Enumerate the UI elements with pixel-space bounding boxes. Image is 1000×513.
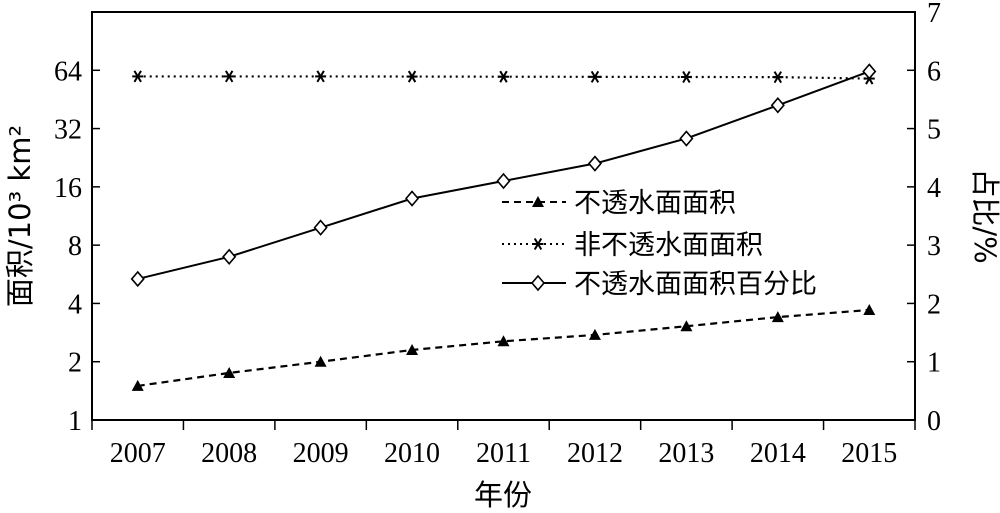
- series-1-point: [863, 303, 876, 315]
- marker-diamond-shape: [862, 63, 877, 80]
- x-tick-label: 2013: [658, 438, 714, 469]
- legend-label-3: 不透水面面积百分比: [574, 269, 817, 300]
- right-tick-label: 5: [927, 115, 941, 146]
- series-3-point: [405, 190, 420, 207]
- legend-label-2: 非不透水面面积: [574, 230, 763, 261]
- right-axis-title: 占比/%: [968, 168, 1000, 263]
- series-3-point: [222, 248, 237, 266]
- marker-diamond-shape: [405, 190, 420, 207]
- marker-triangle-shape: [680, 320, 693, 332]
- marker-diamond-shape: [679, 130, 694, 147]
- series-line-1: [137, 308, 870, 387]
- series-1-point: [406, 343, 419, 355]
- x-tick-label: 2014: [750, 438, 806, 469]
- marker-asterisk-stroke: [773, 71, 782, 84]
- series-2-point: [498, 70, 509, 83]
- series-3-point: [770, 97, 785, 114]
- marker-diamond-shape: [496, 172, 511, 190]
- series-1-point: [588, 328, 601, 340]
- series-line-2: [137, 75, 870, 80]
- marker-asterisk-stroke: [533, 237, 543, 251]
- marker-asterisk-stroke: [407, 70, 417, 83]
- marker-diamond-shape: [130, 270, 145, 288]
- marker-diamond-shape: [313, 219, 328, 236]
- marker-triangle-shape: [223, 366, 236, 378]
- x-tick-label: 2008: [201, 438, 257, 469]
- series-2-point: [132, 70, 144, 83]
- x-tick-label: 2009: [293, 438, 349, 469]
- marker-diamond-shape: [530, 274, 546, 292]
- series-2-point: [406, 70, 418, 83]
- series-3-point: [496, 172, 511, 190]
- right-tick-label: 6: [927, 56, 941, 87]
- marker-triangle-shape: [863, 303, 876, 315]
- marker-asterisk-stroke: [590, 70, 600, 83]
- marker-triangle-shape: [314, 355, 327, 367]
- marker-asterisk-stroke: [225, 70, 234, 83]
- left-tick-label: 2: [68, 348, 82, 379]
- marker-asterisk-stroke: [499, 70, 508, 83]
- right-tick-label: 1: [927, 348, 941, 379]
- marker-triangle-shape: [406, 343, 419, 355]
- marker-asterisk-stroke: [316, 70, 325, 83]
- series-3-point: [862, 63, 877, 80]
- x-tick-label: 2015: [841, 438, 897, 469]
- marker-triangle-shape: [131, 379, 144, 391]
- marker-triangle-shape: [497, 335, 510, 347]
- left-tick-label: 4: [68, 289, 82, 320]
- series-3-point: [587, 155, 602, 172]
- series-1-point: [223, 366, 236, 378]
- x-tick-label: 2007: [110, 438, 166, 469]
- series-3-point: [679, 130, 694, 147]
- legend-marker-2: [532, 237, 544, 251]
- legend-marker-1: [532, 196, 544, 207]
- marker-asterisk-stroke: [682, 70, 691, 83]
- series-1-point: [497, 335, 510, 347]
- marker-diamond-shape: [222, 248, 237, 266]
- series-2-point: [680, 70, 692, 83]
- series-1-point: [131, 379, 144, 391]
- series-2-point: [315, 70, 327, 83]
- x-tick-label: 2012: [567, 438, 623, 469]
- marker-triangle-shape: [771, 311, 784, 323]
- left-tick-label: 64: [54, 56, 82, 87]
- right-tick-label: 2: [927, 289, 941, 320]
- marker-diamond-shape: [587, 155, 602, 172]
- legend-marker-3: [530, 274, 546, 292]
- right-tick-label: 3: [927, 231, 941, 262]
- marker-diamond-shape: [770, 97, 785, 114]
- x-tick-label: 2011: [476, 438, 531, 469]
- right-tick-label: 4: [927, 173, 941, 204]
- marker-asterisk-stroke: [133, 70, 142, 83]
- right-tick-label: 7: [927, 0, 941, 29]
- series-2-point: [589, 70, 601, 83]
- plot-frame: [91, 11, 916, 421]
- left-tick-label: 32: [54, 115, 82, 146]
- marker-triangle-shape: [532, 196, 544, 207]
- x-tick-label: 2010: [384, 438, 440, 469]
- series-1-point: [680, 320, 693, 332]
- series-3-point: [130, 270, 145, 288]
- legend-label-1: 不透水面面积: [574, 188, 736, 219]
- right-tick-label: 0: [927, 406, 941, 437]
- left-axis-title: 面积/10³ km²: [3, 125, 37, 307]
- left-tick-label: 1: [68, 406, 82, 437]
- marker-triangle-shape: [588, 328, 601, 340]
- series-2-point: [772, 71, 784, 84]
- x-axis-title: 年份: [474, 478, 532, 512]
- series-1-point: [314, 355, 327, 367]
- series-2-point: [223, 70, 235, 83]
- left-tick-label: 16: [54, 173, 82, 204]
- series-1-point: [771, 311, 784, 323]
- series-3-point: [313, 219, 328, 236]
- left-tick-label: 8: [68, 231, 82, 262]
